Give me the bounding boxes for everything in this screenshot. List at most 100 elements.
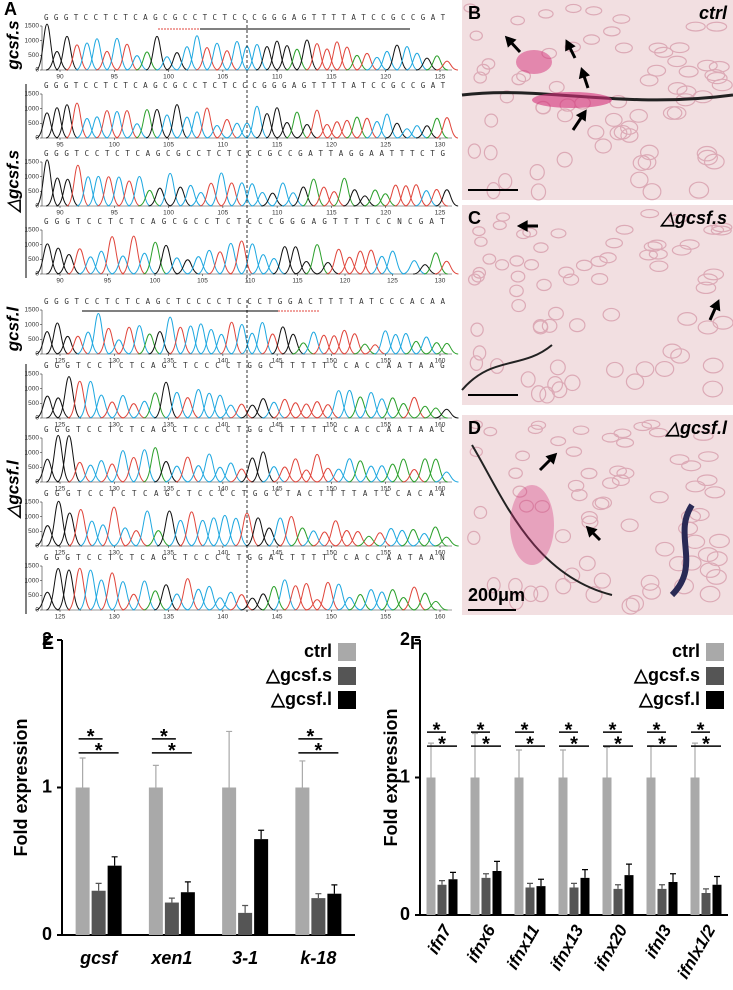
panel-label: E bbox=[42, 633, 54, 653]
peak bbox=[148, 331, 172, 355]
tubule bbox=[473, 505, 488, 520]
y-tick-label: 0 bbox=[35, 479, 39, 486]
peak bbox=[190, 519, 216, 547]
peak bbox=[355, 52, 379, 71]
tubule bbox=[681, 555, 702, 571]
bar bbox=[525, 887, 535, 915]
legend-label: △gcsf.s bbox=[265, 665, 332, 685]
y-tick-label: 1500 bbox=[25, 91, 40, 98]
peak bbox=[275, 121, 299, 139]
arrow bbox=[516, 220, 538, 232]
peak bbox=[315, 404, 340, 419]
x-tick-label: 100 bbox=[163, 74, 174, 81]
peak bbox=[265, 40, 289, 71]
peak bbox=[229, 403, 254, 419]
tubule bbox=[483, 144, 498, 161]
peak bbox=[375, 50, 399, 71]
peak bbox=[391, 402, 416, 419]
bar bbox=[657, 888, 667, 915]
peak bbox=[199, 182, 223, 207]
peak bbox=[117, 180, 141, 207]
peak bbox=[389, 529, 415, 547]
peak bbox=[78, 256, 103, 275]
error-bar bbox=[615, 884, 621, 889]
sequence: GGGTCCTCTCAGCGCCTCTCCCGGGAGTTTTATCCGCCGA… bbox=[44, 81, 451, 90]
peak bbox=[405, 125, 429, 139]
tubule bbox=[549, 359, 566, 376]
x-tick-label: 150 bbox=[326, 486, 337, 493]
peak bbox=[229, 240, 254, 275]
y-tick-label: 2 bbox=[42, 629, 52, 649]
tubule bbox=[705, 568, 727, 585]
peak bbox=[315, 124, 339, 139]
x-tick-label: 115 bbox=[326, 210, 337, 217]
sequence: GGGTCCTCTCAGCTCCCCTGGACTTTTCCACCAATAAN bbox=[44, 553, 451, 562]
arrow bbox=[538, 452, 558, 472]
bar bbox=[580, 877, 590, 915]
error-bar bbox=[242, 904, 249, 913]
tubule bbox=[508, 467, 523, 479]
peak bbox=[283, 458, 308, 483]
tubule bbox=[706, 21, 728, 32]
peak bbox=[384, 334, 408, 355]
peak bbox=[255, 46, 279, 71]
tubule bbox=[469, 30, 483, 41]
y-tick-label: 0 bbox=[35, 67, 39, 74]
tubule bbox=[697, 149, 718, 166]
tubule bbox=[474, 236, 488, 247]
x-tick-label: 150 bbox=[326, 358, 337, 365]
error-bar bbox=[79, 757, 86, 788]
peak bbox=[413, 264, 437, 275]
x-tick-label: 125 bbox=[55, 358, 66, 365]
sequence: GGGTCCTCTCAGCGCCTCTCCCGGGAGTTTTATCCGCCGA… bbox=[44, 13, 451, 22]
error-bar bbox=[428, 742, 434, 778]
peak bbox=[245, 105, 269, 139]
tubule bbox=[669, 42, 690, 54]
error-bar bbox=[450, 871, 456, 880]
peak bbox=[240, 243, 265, 275]
peak bbox=[165, 52, 189, 71]
peak bbox=[146, 530, 171, 547]
peak bbox=[79, 520, 105, 547]
tissue bbox=[462, 205, 733, 405]
x-tick-label: 125 bbox=[55, 422, 66, 429]
legend-label: △gcsf.l bbox=[270, 689, 332, 709]
tubule bbox=[711, 222, 733, 233]
tubule bbox=[469, 355, 484, 371]
significance-label: * bbox=[565, 719, 573, 741]
peak bbox=[240, 332, 264, 355]
peak bbox=[85, 116, 109, 139]
legend-swatch bbox=[706, 691, 724, 709]
peak bbox=[412, 533, 437, 547]
legend-swatch bbox=[706, 667, 724, 685]
y-tick-label: 1500 bbox=[25, 563, 40, 570]
bar bbox=[690, 777, 700, 915]
tubule bbox=[620, 518, 639, 533]
peak bbox=[415, 57, 439, 71]
tubule bbox=[712, 315, 733, 330]
sequence: GGGTCCTCTCAGCTCCCCTCCCTGGACTTTTATCCCACAA bbox=[44, 297, 451, 306]
x-tick-label: 100 bbox=[163, 210, 174, 217]
y-tick-label: 1500 bbox=[25, 227, 40, 234]
peak bbox=[56, 178, 80, 207]
peak bbox=[179, 511, 205, 547]
peak bbox=[256, 527, 282, 547]
sequence: GGGTCCTCTCAGCGCCTCTCCCGGGAGTTTTCCNCGAT bbox=[44, 217, 451, 226]
tubule bbox=[495, 212, 511, 222]
peak bbox=[66, 335, 90, 355]
panel-label: C bbox=[468, 208, 481, 228]
peak bbox=[208, 251, 233, 275]
peak bbox=[283, 246, 308, 275]
peak bbox=[135, 51, 159, 71]
tubule bbox=[630, 171, 649, 189]
peak bbox=[175, 578, 200, 611]
peak bbox=[359, 589, 384, 611]
peak bbox=[65, 102, 89, 139]
peak bbox=[345, 530, 371, 547]
peak bbox=[158, 316, 182, 355]
tubule bbox=[669, 454, 690, 466]
error-bar bbox=[692, 742, 698, 778]
peak bbox=[115, 43, 139, 71]
peak bbox=[175, 397, 200, 419]
peak bbox=[35, 525, 60, 547]
